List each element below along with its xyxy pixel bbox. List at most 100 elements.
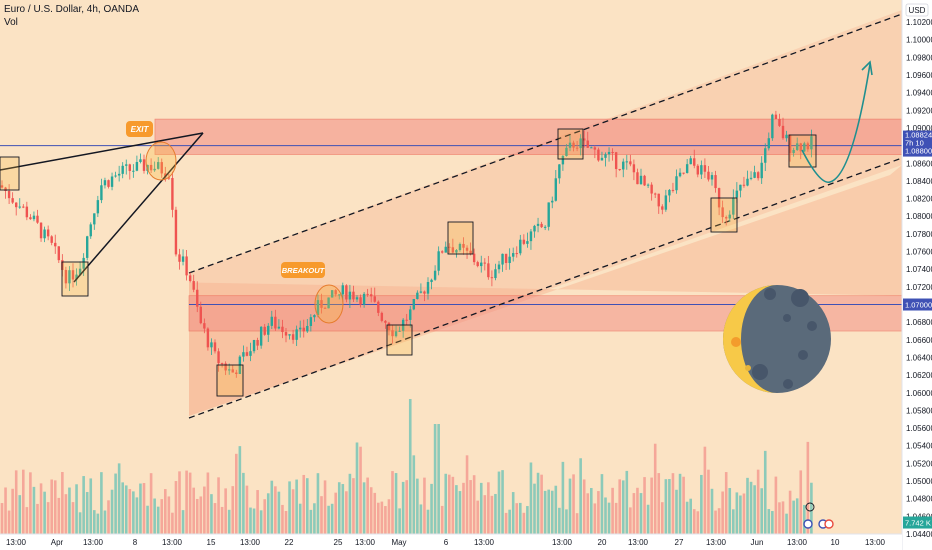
volume-bar-105 [373, 492, 377, 534]
volume-bar-190 [675, 489, 678, 534]
candle-body-95 [338, 294, 341, 296]
volume-bar-118 [419, 504, 423, 534]
volume-bar-186 [661, 502, 664, 534]
volume-bar-17 [61, 471, 64, 534]
volume-bar-181 [643, 477, 646, 534]
resistance-zone [154, 118, 903, 155]
volume-bar-73 [259, 510, 263, 534]
volume-bar-140 [497, 471, 501, 534]
volume-bar-37 [132, 491, 135, 534]
volume-bar-24 [85, 492, 89, 534]
event-flag-icon-1 [803, 519, 813, 529]
volume-bar-127 [451, 476, 455, 534]
volume-bar-185 [657, 473, 661, 534]
volume-bar-199 [707, 469, 710, 534]
candle-body-139 [494, 269, 497, 279]
volume-bar-176 [625, 470, 629, 534]
volume-bar-106 [377, 502, 380, 534]
volume-bar-32 [114, 473, 117, 534]
volume-bar-64 [227, 509, 231, 534]
wedge-lower-line [73, 132, 204, 283]
volume-bar-39 [139, 483, 142, 534]
candle-body-68 [242, 352, 245, 357]
candle-body-216 [767, 138, 770, 149]
volume-bar-173 [614, 502, 618, 534]
volume-bar-226 [803, 504, 806, 534]
candle-body-148 [526, 241, 529, 244]
candle-body-88 [313, 315, 316, 318]
volume-bar-78 [277, 491, 281, 534]
volume-bar-165 [586, 493, 590, 534]
volume-bar-27 [96, 513, 100, 534]
candle-body-212 [753, 172, 756, 178]
highlight-box-6 [710, 197, 738, 233]
volume-bar-70 [249, 507, 252, 534]
candle-body-57 [203, 323, 206, 329]
highlight-box-2 [216, 364, 244, 397]
candle-body-151 [536, 223, 540, 226]
volume-bar-67 [238, 446, 242, 534]
volume-bar-207 [735, 492, 739, 534]
y-tick-label-28: 1.10000 [906, 36, 932, 45]
projection-curve [801, 63, 871, 183]
volume-bar-129 [458, 491, 462, 534]
candle-body-197 [700, 165, 703, 175]
volume-bar-184 [653, 443, 657, 534]
chart-header: Euro / U.S. Dollar, 4h, OANDA Vol [4, 3, 139, 29]
candle-body-70 [249, 351, 252, 356]
candle-body-170 [604, 154, 607, 158]
candle-body-43 [153, 168, 156, 171]
x-tick-label-18: Jun [751, 538, 764, 547]
candle-body-213 [756, 172, 760, 179]
candle-body-79 [281, 326, 284, 333]
candle-body-66 [235, 372, 238, 374]
volume-bar-180 [639, 493, 643, 534]
x-tick-label-1: Apr [51, 538, 64, 547]
volume-bar-87 [309, 509, 313, 534]
volume-bar-12 [43, 491, 46, 534]
volume-bar-35 [124, 485, 128, 534]
moon-crater-3 [752, 364, 768, 380]
volume-bar-86 [306, 478, 309, 534]
volume-bar-103 [366, 477, 369, 534]
volume-bar-110 [391, 471, 394, 534]
moon-spot-orange [731, 337, 741, 347]
volume-bar-0 [0, 503, 4, 534]
candle-body-2 [7, 190, 11, 199]
candle-body-91 [323, 307, 327, 309]
volume-bar-104 [369, 487, 373, 534]
candle-body-127 [451, 247, 455, 253]
event-flag-icon-3 [824, 519, 834, 529]
channel-lower-line [188, 157, 903, 419]
volume-bar-95 [337, 482, 341, 534]
candle-body-156 [554, 178, 557, 201]
candle-body-201 [714, 175, 717, 189]
candle-body-93 [330, 290, 334, 298]
volume-bar-16 [57, 497, 61, 534]
candle-body-209 [742, 184, 746, 186]
volume-bar-158 [561, 461, 565, 534]
volume-bar-45 [160, 499, 164, 534]
candle-body-76 [270, 316, 273, 326]
volume-bar-160 [568, 478, 572, 534]
candle-body-81 [288, 334, 291, 336]
candle-body-145 [515, 253, 518, 255]
candle-body-9 [32, 215, 36, 220]
volume-bar-224 [795, 498, 799, 534]
volume-bar-201 [714, 510, 717, 534]
volume-bar-102 [362, 482, 366, 534]
volume-bar-187 [664, 479, 668, 534]
candle-body-52 [185, 256, 188, 276]
volume-bar-94 [334, 492, 337, 534]
candle-body-99 [352, 291, 355, 300]
highlight-box-5 [557, 128, 584, 160]
candle-body-142 [504, 253, 508, 264]
volume-bar-130 [462, 482, 465, 534]
y-tick-label-7: 1.05800 [906, 406, 932, 415]
x-tick-label-3: 8 [133, 538, 138, 547]
volume-bar-40 [142, 483, 146, 534]
candle-body-35 [125, 164, 128, 166]
volume-bar-125 [444, 473, 448, 534]
